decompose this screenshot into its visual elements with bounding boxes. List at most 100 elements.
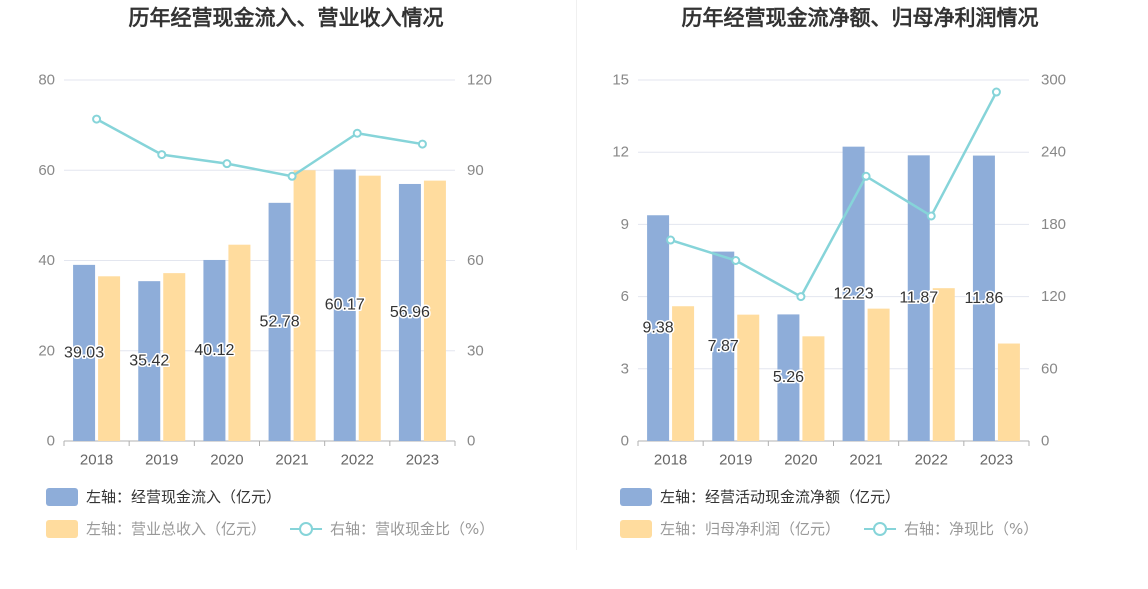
legend-item-2: 左轴：营业总收入（亿元） [86, 520, 266, 538]
line-point [287, 171, 297, 181]
x-tick-label: 2019 [145, 452, 178, 469]
bar-series-1 [138, 281, 161, 441]
line-point [417, 139, 427, 149]
data-label: 12.23 [834, 285, 874, 302]
y-tick-left: 6 [621, 288, 629, 305]
data-label: 5.26 [773, 369, 804, 386]
legend-item-2: 左轴：归母净利润（亿元） [660, 520, 840, 538]
bar-series-2 [802, 336, 825, 441]
y-tick-left: 9 [621, 216, 629, 233]
x-tick-label: 2019 [719, 452, 752, 469]
y-tick-left: 40 [38, 252, 55, 269]
chart-svg: 历年经营现金流入、营业收入情况 0 20 40 60 80 0 30 60 90 120 2018 20… [38, 6, 494, 538]
bar-series-1 [972, 155, 995, 441]
y-tick-left: 60 [38, 162, 55, 179]
legend-item-1: 左轴：经营现金流入（亿元） [86, 488, 281, 506]
line-point [861, 171, 871, 181]
bar-series-2 [293, 170, 316, 441]
y-tick-right: 0 [1041, 433, 1049, 450]
line-point [222, 159, 232, 169]
line-point [352, 128, 362, 138]
bar-series-2 [228, 244, 251, 441]
data-label: 40.12 [194, 342, 234, 359]
legend-item-3: 右轴：净现比（%） [904, 520, 1038, 538]
y-tick-left: 3 [621, 360, 629, 377]
legend-swatch [620, 520, 652, 538]
data-label: 35.42 [129, 353, 169, 370]
bar-series-2 [932, 288, 955, 441]
legend-swatch-point [299, 522, 314, 536]
chart-title: 历年经营现金流净额、归母净利润情况 [682, 6, 1039, 30]
x-tick-label: 2022 [915, 452, 948, 469]
y-tick-right: 240 [1041, 144, 1066, 161]
legend-swatch [620, 488, 652, 506]
legend-swatch-point [873, 522, 888, 536]
line-point [666, 235, 676, 245]
bar-series-2 [737, 314, 760, 441]
y-tick-left: 0 [47, 433, 55, 450]
y-tick-right: 300 [1041, 72, 1066, 89]
x-tick-label: 2023 [980, 452, 1013, 469]
bar-series-1 [907, 155, 930, 441]
bar-series-2 [672, 306, 695, 441]
line-point [157, 150, 167, 160]
x-tick-label: 2021 [849, 452, 882, 469]
x-tick-label: 2023 [406, 452, 439, 469]
line-point [991, 87, 1001, 97]
panel-divider [576, 0, 577, 550]
y-tick-right: 30 [467, 342, 484, 359]
line-point [796, 292, 806, 302]
bar-series-1 [398, 183, 421, 441]
x-tick-label: 2020 [210, 452, 243, 469]
y-tick-left: 0 [621, 433, 629, 450]
chart-right: 历年经营现金流净额、归母净利润情况 0 3 6 9 12 15 0 60 120 180 240 300… [574, 0, 1148, 589]
data-label: 56.96 [390, 304, 430, 321]
bar-series-2 [163, 273, 186, 441]
line-point [926, 211, 936, 221]
y-tick-left: 80 [38, 72, 55, 89]
x-tick-label: 2018 [80, 452, 113, 469]
y-tick-right: 120 [1041, 288, 1066, 305]
bar-series-2 [358, 175, 381, 442]
x-tick-label: 2020 [784, 452, 817, 469]
y-tick-left: 15 [612, 72, 629, 89]
bar-series-1 [333, 169, 356, 441]
data-label: 11.87 [899, 290, 938, 307]
data-label: 52.78 [260, 313, 300, 330]
data-label: 11.86 [964, 290, 1003, 307]
bar-series-1 [647, 215, 670, 441]
y-tick-right: 180 [1041, 216, 1066, 233]
bar-series-2 [98, 276, 121, 441]
bar-series-2 [423, 180, 446, 441]
line-series [95, 118, 423, 178]
x-tick-label: 2022 [341, 452, 374, 469]
legend-item-1: 左轴：经营活动现金流净额（亿元） [660, 488, 900, 506]
y-tick-left: 20 [38, 342, 55, 359]
line-point [731, 256, 741, 265]
bar-series-1 [712, 251, 735, 441]
y-tick-right: 90 [467, 162, 484, 179]
data-label: 7.87 [708, 338, 739, 355]
data-label: 9.38 [643, 320, 674, 337]
x-tick-label: 2018 [654, 452, 687, 469]
chart-title: 历年经营现金流入、营业收入情况 [129, 6, 444, 30]
legend-item-3: 右轴：营收现金比（%） [330, 520, 494, 538]
chart-left: 历年经营现金流入、营业收入情况 0 20 40 60 80 0 30 60 90 120 2018 20… [38, 6, 494, 538]
y-tick-right: 60 [467, 252, 484, 269]
y-tick-right: 120 [467, 72, 492, 89]
bar-series-2 [867, 308, 890, 441]
data-label: 39.03 [64, 344, 104, 361]
bar-series-1 [842, 146, 865, 441]
bar-series-2 [997, 343, 1020, 441]
legend-swatch [46, 488, 78, 506]
legend-swatch [46, 520, 78, 538]
bar-series-1 [268, 202, 291, 441]
line-series [670, 91, 998, 298]
y-tick-right: 0 [467, 433, 475, 450]
x-tick-label: 2021 [275, 452, 308, 469]
bar-series-1 [777, 314, 800, 441]
chart-svg: 历年经营现金流净额、归母净利润情况 0 3 6 9 12 15 0 60 120 180 240 300… [612, 6, 1066, 538]
line-point [92, 114, 102, 124]
y-tick-right: 60 [1041, 360, 1058, 377]
data-label: 60.17 [325, 297, 365, 314]
